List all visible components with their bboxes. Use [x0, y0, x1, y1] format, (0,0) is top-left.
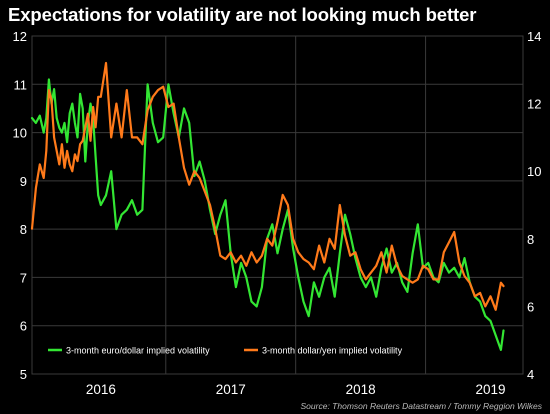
legend: 3-month euro/dollar implied volatility 3-… — [48, 346, 403, 356]
series-line-eur-usd — [30, 78, 505, 351]
chart-title: Expectations for volatility are not look… — [8, 4, 477, 25]
source-note: Source: Thomson Reuters Datastream / Tom… — [300, 401, 542, 411]
right-axis-tick-label: 8 — [527, 232, 534, 247]
right-axis-tick-label: 6 — [527, 299, 534, 314]
left-axis-tick-label: 12 — [13, 29, 27, 44]
left-axis-tick-label: 10 — [13, 126, 27, 141]
right-axis-tick-label: 12 — [527, 97, 541, 112]
right-axis-tick-label: 4 — [527, 367, 534, 382]
x-axis-tick-label: 2017 — [216, 382, 246, 397]
series-line-usd-jpy — [30, 61, 505, 311]
left-axis-tick-label: 7 — [20, 270, 27, 285]
x-axis-tick-label: 2016 — [86, 382, 116, 397]
x-axis-tick-label: 2018 — [346, 382, 376, 397]
x-axis-tick-label: 2019 — [476, 382, 506, 397]
left-axis-tick-label: 9 — [20, 174, 27, 189]
right-axis-tick-label: 14 — [527, 29, 541, 44]
series-lines — [30, 61, 505, 351]
left-axis-tick-label: 5 — [20, 367, 27, 382]
right-axis-tick-label: 10 — [527, 164, 541, 179]
left-axis-tick-label: 11 — [14, 77, 28, 92]
legend-label: 3-month dollar/yen implied volatility — [262, 346, 403, 356]
gridlines — [31, 35, 524, 375]
legend-label: 3-month euro/dollar implied volatility — [66, 346, 210, 356]
left-axis-tick-label: 6 — [20, 319, 27, 334]
axes: 5 6 7 8 9 10 11 12 4 6 8 10 12 14 2016 2017 2018 2019 — [13, 29, 542, 397]
left-axis-tick-label: 8 — [20, 222, 27, 237]
plot-frame — [31, 35, 524, 375]
